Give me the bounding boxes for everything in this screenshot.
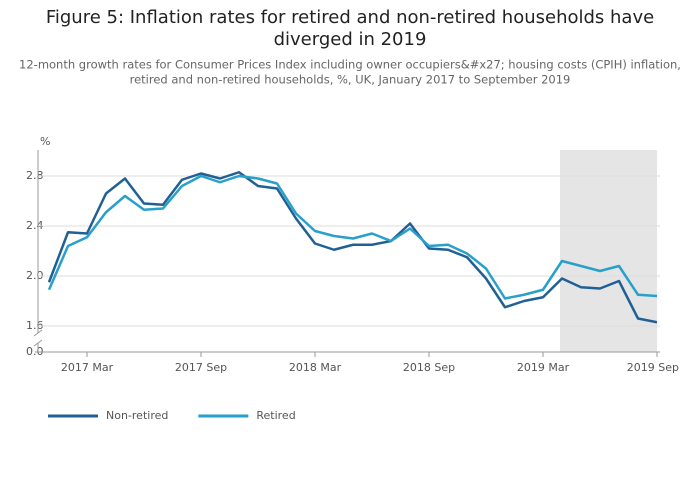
highlight-region	[560, 150, 657, 352]
y-tick-label: 2.8	[26, 169, 44, 182]
axis-break	[33, 339, 43, 347]
x-tick-label: 2017 Mar	[61, 361, 114, 374]
y-tick-label: 1.6	[26, 319, 44, 332]
chart-title-line-1: Figure 5: Inflation rates for retired an…	[46, 7, 654, 28]
chart-subtitle-line-1: 12-month growth rates for Consumer Price…	[19, 58, 681, 72]
x-tick-label: 2017 Sep	[175, 361, 227, 374]
axis-break	[33, 329, 43, 337]
series-line	[47, 174, 658, 300]
y-tick-label: 2.0	[26, 269, 44, 282]
x-tick-label: 2018 Sep	[403, 361, 455, 374]
legend-label: Non-retired	[106, 409, 168, 422]
x-tick-label: 2019 Sep	[627, 361, 679, 374]
x-tick-label: 2018 Mar	[289, 361, 342, 374]
y-axis-label: %	[40, 135, 50, 148]
y-tick-label: 0.0	[26, 345, 44, 358]
x-tick-label: 2019 Mar	[517, 361, 570, 374]
series-line	[47, 171, 658, 324]
y-tick-label: 2.4	[26, 219, 44, 232]
chart-subtitle-line-2: retired and non-retired households, %, U…	[130, 73, 571, 87]
chart-title-line-2: diverged in 2019	[274, 29, 427, 50]
legend-label: Retired	[256, 409, 295, 422]
